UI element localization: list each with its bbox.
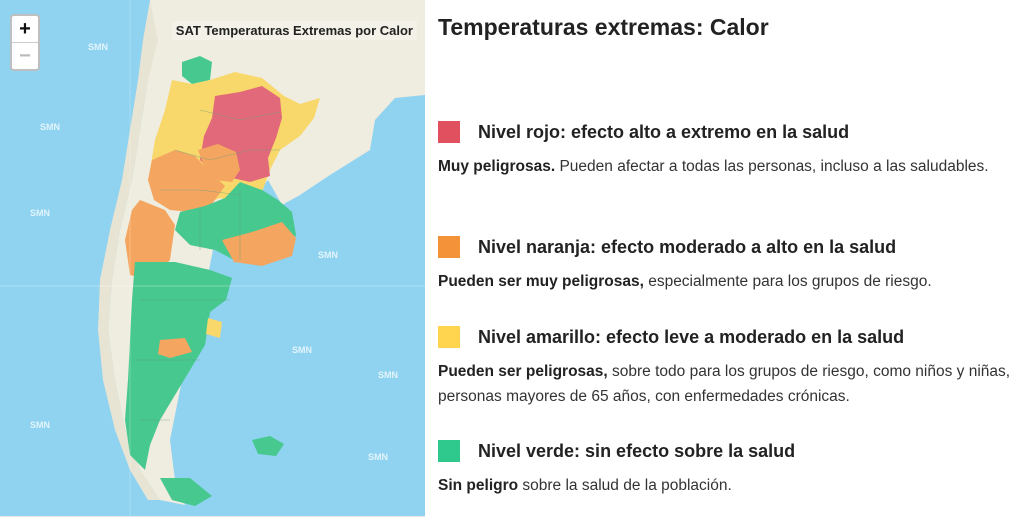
level-description: Sin peligro sobre la salud de la poblaci… [438,473,1013,498]
region-orange-west [148,150,225,212]
level-emphasis: Pueden ser peligrosas, [438,363,608,380]
level-text: sobre la salud de la población. [518,477,732,494]
region-orange-chubut [158,338,192,358]
watermark: SMN [368,452,388,462]
level-emphasis: Pueden ser muy peligrosas, [438,273,644,290]
map-title: SAT Temperaturas Extremas por Calor [171,21,417,40]
level-description: Pueden ser muy peligrosas, especialmente… [438,269,1013,294]
panel-title: Temperaturas extremas: Calor [438,14,769,40]
zoom-control[interactable]: + − [10,14,40,71]
alert-map[interactable]: + − SAT Temperaturas Extremas por Calor … [0,0,425,517]
watermark: SMN [40,122,60,132]
region-orange-buenosaires [222,222,296,266]
zoom-out-button[interactable]: − [12,42,38,69]
watermark: SMN [378,370,398,380]
region-orange-west2 [125,200,175,280]
level-orange: Nivel naranja: efecto moderado a alto en… [438,235,1013,294]
level-yellow: Nivel amarillo: efecto leve a moderado e… [438,325,1013,409]
watermark: SMN [30,208,50,218]
watermark: SMN [88,42,108,52]
map-canvas[interactable] [0,0,425,516]
region-green-north [182,56,212,84]
level-emphasis: Muy peligrosas. [438,158,556,175]
level-title: Nivel verde: sin efecto sobre la salud [478,440,796,461]
level-green: Nivel verde: sin efecto sobre la salud S… [438,439,1013,498]
land-chile-coast [98,0,160,500]
watermark: SMN [292,345,312,355]
swatch-orange [438,236,460,258]
watermark: SMN [318,250,338,260]
region-yellow-coast [206,318,222,338]
level-text: sobre todo para los grupos de riesgo, co… [438,363,1011,405]
level-text: especialmente para los grupos de riesgo. [643,273,932,290]
level-red: Nivel rojo: efecto alto a extremo en la … [438,120,1013,179]
watermark: SMN [30,420,50,430]
swatch-red [438,121,460,143]
region-orange-central [198,144,240,182]
level-title: Nivel amarillo: efecto leve a moderado e… [478,326,905,347]
region-green-south [125,262,232,470]
swatch-yellow [438,326,460,348]
level-title: Nivel rojo: efecto alto a extremo en la … [478,121,850,142]
zoom-in-button[interactable]: + [19,18,31,40]
level-text: Pueden afectar a todas las personas, inc… [555,158,989,175]
level-emphasis: Sin peligro [438,477,519,494]
level-title: Nivel naranja: efecto moderado a alto en… [478,236,897,257]
province-borders [135,109,281,421]
region-green-tdf [160,478,212,506]
level-description: Muy peligrosas. Pueden afectar a todas l… [438,154,1013,179]
swatch-green [438,440,460,462]
region-malvinas [252,436,284,456]
level-description: Pueden ser peligrosas, sobre todo para l… [438,359,1013,409]
